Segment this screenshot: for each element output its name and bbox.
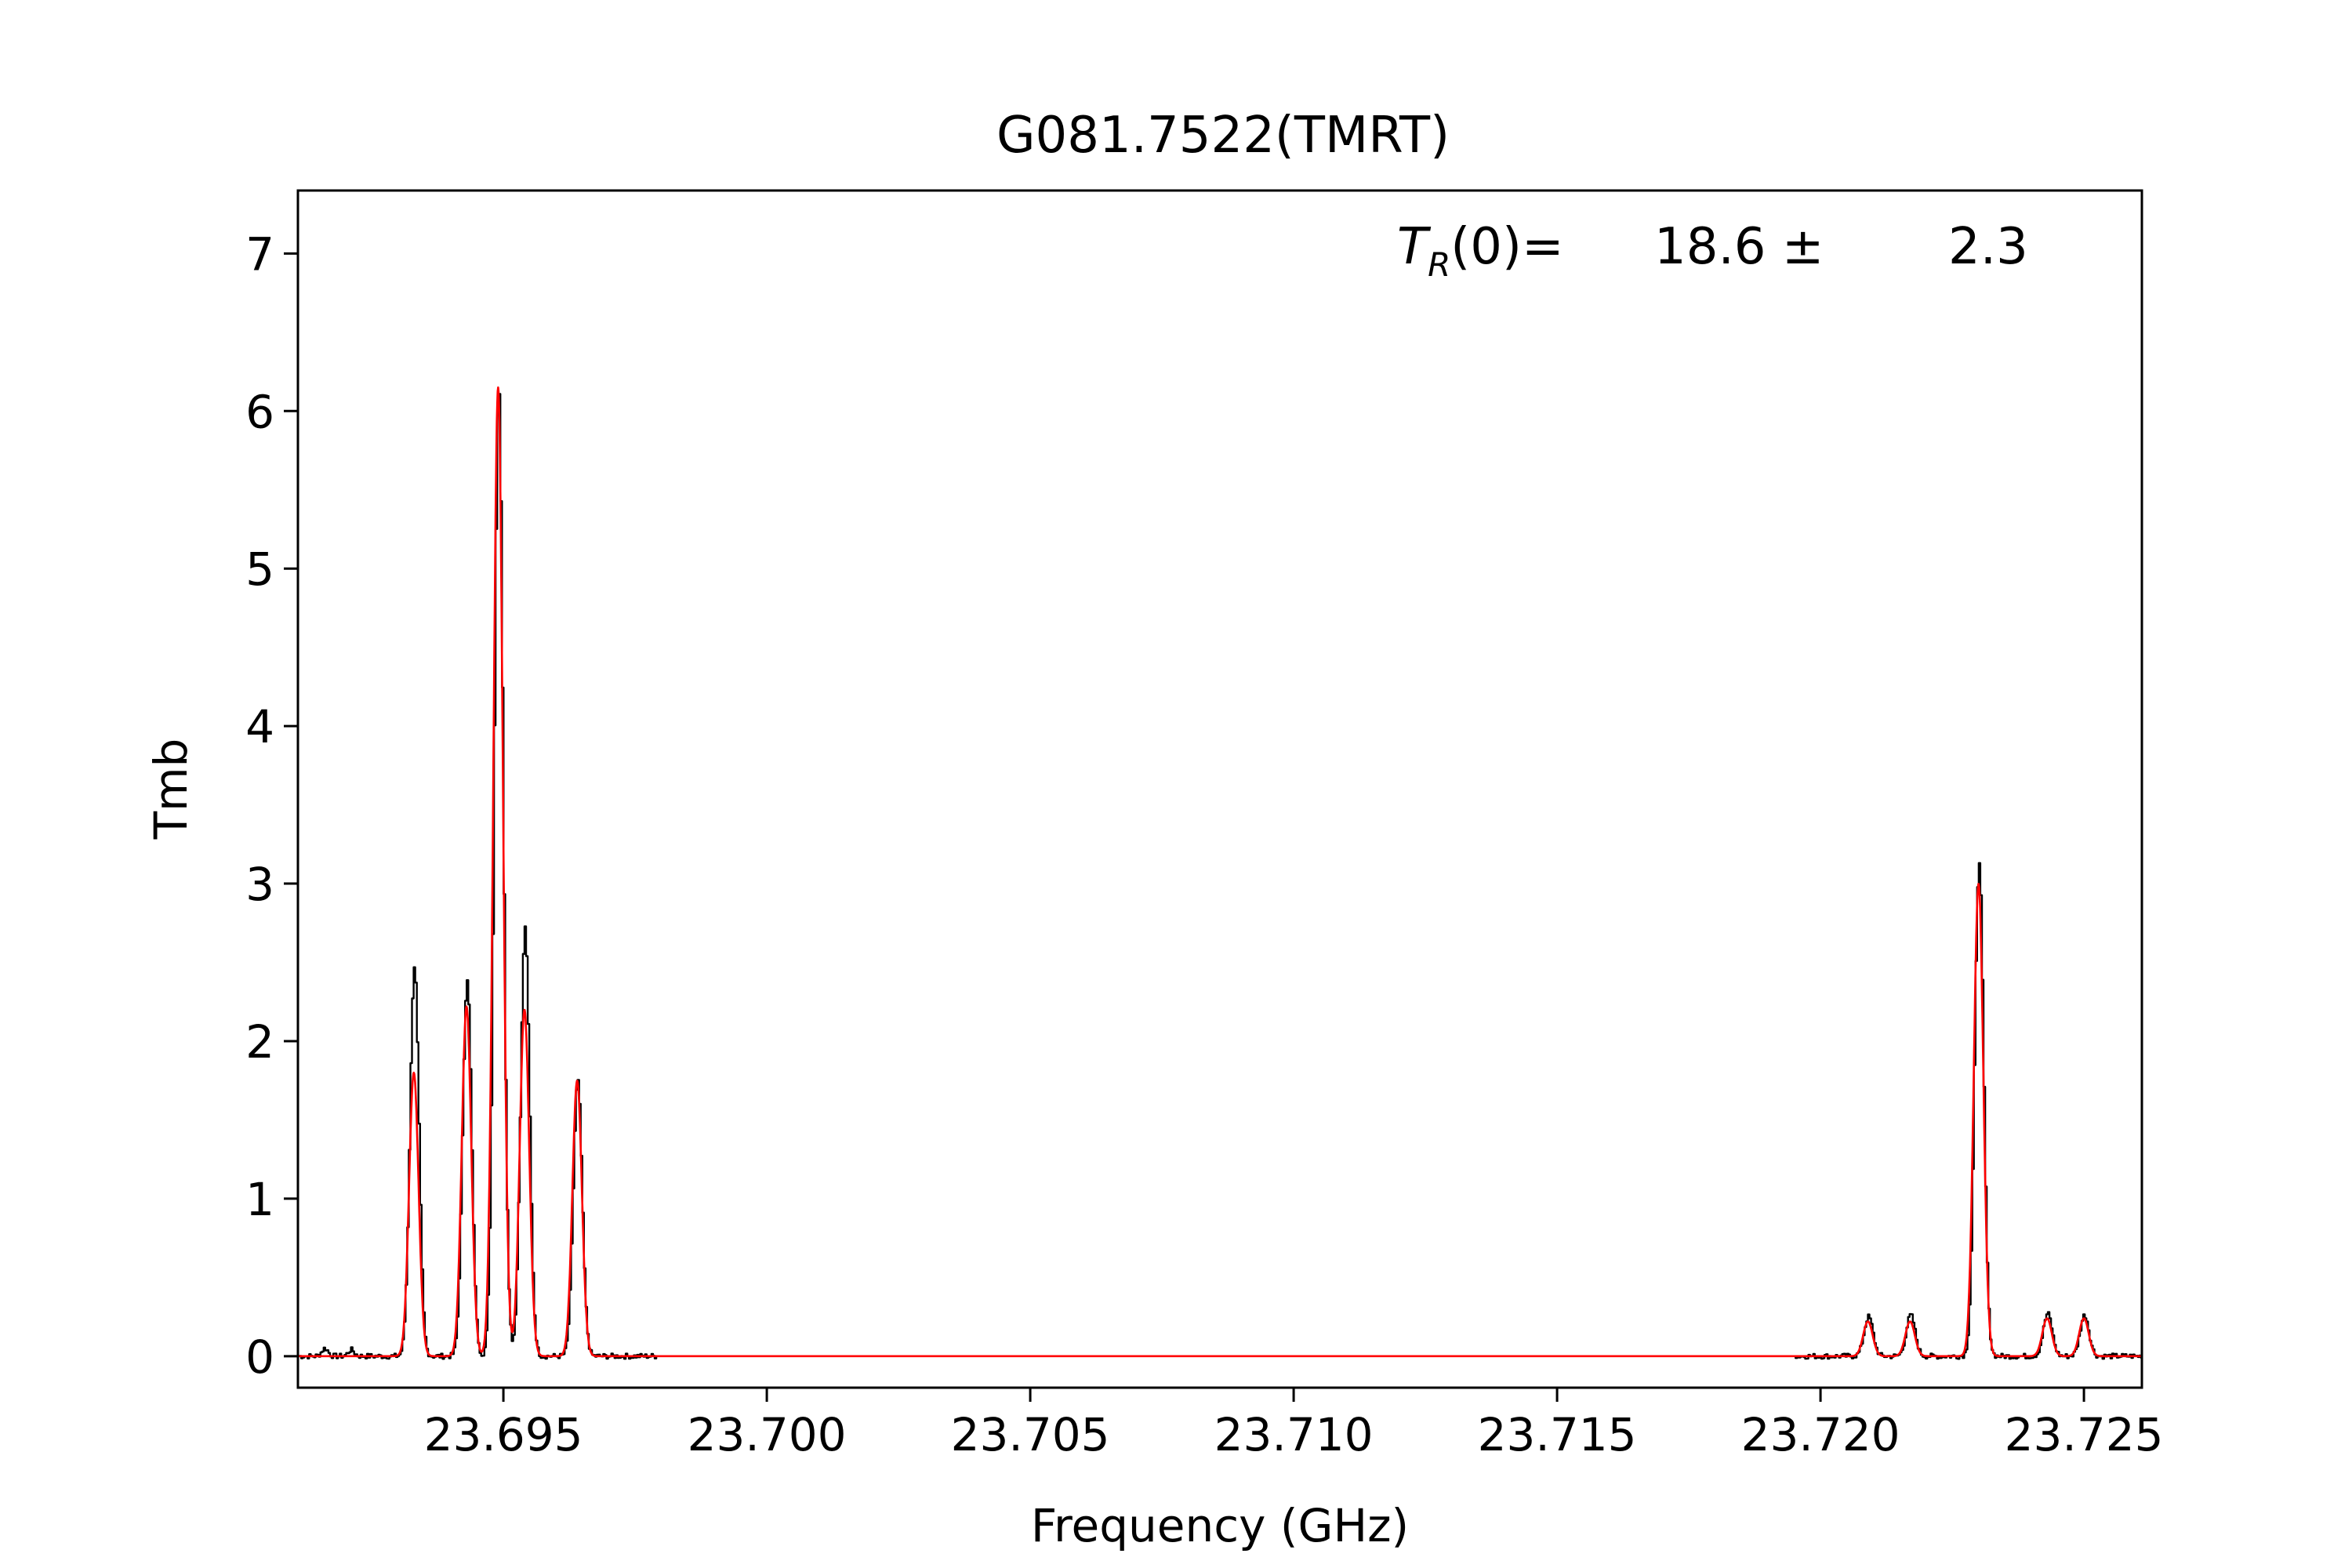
plot-frame <box>296 189 2143 1389</box>
x-axis-label: Frequency (GHz) <box>1031 1499 1409 1552</box>
y-axis-label: Tmb <box>144 739 198 840</box>
annotation-value: 18.6 ± <box>1654 218 1824 276</box>
x-tick-label: 23.695 <box>424 1408 583 1461</box>
observed-spectrum-line <box>298 393 2142 1360</box>
annotation-subscript: R <box>1428 245 1450 284</box>
x-tick-label: 23.725 <box>2005 1408 2164 1461</box>
y-tick-label: 6 <box>245 385 274 438</box>
series-layer <box>298 386 2142 1360</box>
y-axis: 0 1 2 3 4 5 6 7 <box>245 227 298 1384</box>
fit-model-line <box>298 386 2142 1358</box>
y-tick-label: 1 <box>245 1173 274 1226</box>
annotation-suffix: (0)= <box>1450 218 1563 276</box>
y-tick-label: 2 <box>245 1015 274 1069</box>
tr0-annotation: TR(0)= 18.6 ± 2.3 <box>1397 218 2028 284</box>
y-tick-label: 5 <box>245 543 274 596</box>
chart-title: G081.7522(TMRT) <box>996 107 1450 165</box>
x-tick-label: 23.720 <box>1741 1408 1900 1461</box>
x-tick-label: 23.700 <box>688 1408 847 1461</box>
y-tick-label: 0 <box>245 1330 274 1384</box>
x-axis: 23.695 23.700 23.705 23.710 23.715 23.720 23.7… <box>424 1388 2164 1461</box>
x-tick-label: 23.705 <box>951 1408 1110 1461</box>
y-tick-label: 3 <box>245 858 274 911</box>
annotation-error: 2.3 <box>1948 218 2028 276</box>
y-tick-label: 7 <box>245 227 274 281</box>
plot-area <box>296 189 2143 1389</box>
annotation-symbol: T <box>1397 218 1432 276</box>
x-tick-label: 23.715 <box>1478 1408 1637 1461</box>
y-tick-label: 4 <box>245 700 274 753</box>
svg-text:TR(0)=: TR(0)= <box>1397 218 1564 284</box>
x-tick-label: 23.710 <box>1214 1408 1374 1461</box>
